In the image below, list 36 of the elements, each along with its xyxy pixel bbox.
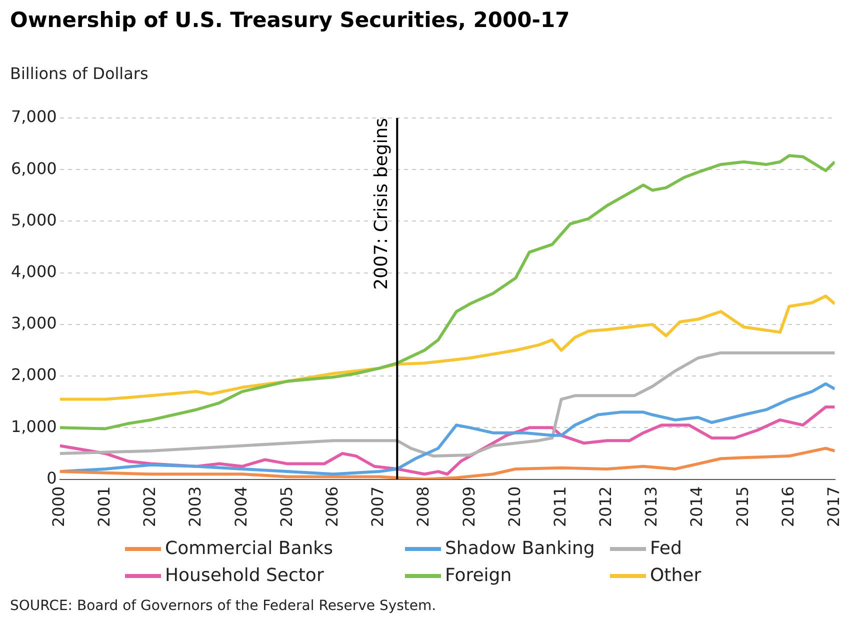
x-tick-label: 2005 (276, 486, 296, 527)
x-tick-label: 2009 (459, 486, 478, 527)
legend-label: Other (650, 565, 702, 586)
x-tick-label: 2006 (322, 486, 342, 527)
x-tick-label: 2016 (778, 486, 798, 527)
x-tick-label: 2015 (732, 486, 752, 527)
x-tick-label: 2004 (231, 486, 250, 527)
x-tick-label: 2007 (368, 486, 388, 527)
x-tick-label: 2003 (186, 486, 205, 527)
legend-label: Shadow Banking (445, 538, 595, 559)
x-tick-label: 2008 (414, 486, 433, 527)
x-tick-label: 2017 (824, 486, 843, 527)
x-tick-label: 2001 (94, 486, 114, 527)
y-tick-label: 1,000 (10, 416, 57, 436)
y-tick-label: 7,000 (10, 107, 57, 126)
y-tick-label: 6,000 (10, 158, 57, 178)
x-tick-label: 2002 (140, 486, 160, 527)
x-tick-label: 2012 (596, 486, 616, 527)
legend-label: Fed (650, 538, 682, 559)
source-note: SOURCE: Board of Governors of the Federal Reserve System. (10, 598, 436, 614)
x-tick-label: 2014 (687, 486, 706, 527)
x-tick-label: 2013 (642, 486, 661, 527)
y-tick-label: 3,000 (10, 314, 57, 333)
legend-label: Commercial Banks (165, 538, 333, 559)
chart-title: Ownership of U.S. Treasury Securities, 2000-17 (10, 8, 570, 32)
y-tick-label: 4,000 (10, 262, 57, 281)
legend-label: Foreign (445, 565, 512, 586)
x-tick-label: 2000 (48, 486, 68, 527)
y-tick-label: 5,000 (10, 210, 57, 230)
y-tick-label: 0 (46, 468, 57, 488)
y-tick-label: 2,000 (10, 365, 57, 384)
x-tick-label: 2010 (504, 486, 524, 527)
legend-label: Household Sector (165, 565, 324, 586)
x-tick-label: 2011 (550, 486, 570, 527)
y-axis-title: Billions of Dollars (10, 64, 148, 83)
ref-line-label: 2007: Crisis begins (370, 118, 392, 290)
